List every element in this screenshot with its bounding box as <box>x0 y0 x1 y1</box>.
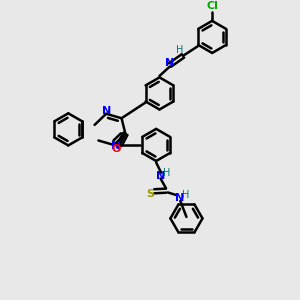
Text: H: H <box>176 45 183 55</box>
Text: N: N <box>175 193 184 203</box>
Text: N: N <box>156 171 165 181</box>
Text: N: N <box>111 141 120 152</box>
Text: N: N <box>165 58 174 68</box>
Text: N: N <box>101 106 111 116</box>
Text: Cl: Cl <box>206 1 218 11</box>
Text: H: H <box>163 168 171 178</box>
Text: O: O <box>111 144 121 154</box>
Text: H: H <box>182 190 189 200</box>
Text: S: S <box>146 189 154 199</box>
